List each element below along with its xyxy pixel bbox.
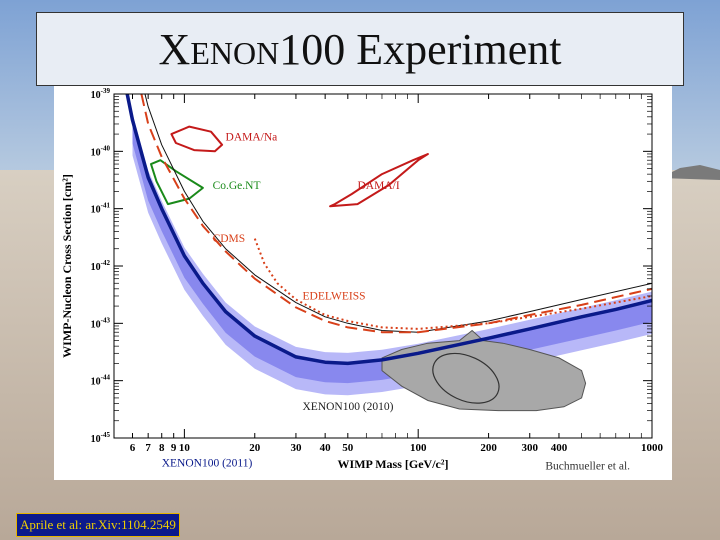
y-tick-label: 10-41 [91, 202, 111, 216]
label-buchmueller-et-al: Buchmueller et al. [545, 461, 630, 473]
label-xenon100-2010: XENON100 (2010) [302, 401, 393, 413]
x-tick-label: 8 [159, 442, 165, 454]
slide-title: XENON100 Experiment [159, 24, 562, 75]
curve-edelweiss [253, 238, 652, 330]
curve-xenon100-2010 [144, 94, 652, 333]
x-tick-label: 1000 [641, 442, 664, 454]
label-edelweiss: EDELWEISS [302, 291, 365, 303]
label-dama-na: DAMA/Na [226, 131, 278, 143]
curve-cdms [140, 94, 652, 334]
chart-panel: 10-39 10-40 10-41 10-42 10-43 10-44 10-45 6 7 8 9 1… [54, 86, 672, 480]
x-tick-label: 9 [171, 442, 177, 454]
region-dama-i [329, 153, 429, 208]
label-xenon100-2011: XENON100 (2011) [162, 457, 253, 469]
label-dama-i: DAMA/I [357, 180, 399, 192]
y-tick-label: 10-44 [91, 374, 111, 388]
x-tick-label: 7 [145, 442, 151, 454]
x-tick-label: 10 [179, 442, 191, 454]
title-box: XENON100 Experiment [36, 12, 684, 86]
label-co-ge-nt: Co.Ge.NT [213, 180, 261, 192]
x-axis-label: WIMP Mass [GeV/c²] [338, 457, 449, 471]
y-tick-label: 10-39 [91, 87, 111, 101]
x-tick-label: 400 [551, 442, 568, 454]
x-tick-label: 6 [130, 442, 136, 454]
y-tick-label: 10-40 [91, 144, 111, 158]
citation[interactable]: Aprile et al: ar.Xiv:1104.2549 [16, 513, 180, 537]
sensitivity-band-outer [132, 113, 652, 396]
x-tick-label: 200 [480, 442, 497, 454]
x-tick-label: 20 [249, 442, 261, 454]
x-tick-label: 30 [290, 442, 302, 454]
slide-title-lead: X [158, 24, 191, 74]
x-tick-label: 100 [410, 442, 427, 454]
x-tick-label: 50 [342, 442, 354, 454]
region-dama-na [170, 125, 224, 153]
x-tick-label: 40 [320, 442, 332, 454]
y-axis-label: WIMP-Nucleon Cross Section [cm²] [60, 174, 74, 358]
slide-title-small: ENON [190, 34, 280, 71]
y-tick-label: 10-43 [91, 316, 111, 330]
susy-region-contour [432, 352, 500, 404]
label-cdms: CDMS [213, 233, 246, 245]
region-co-ge-nt [150, 159, 204, 206]
y-tick-label: 10-45 [91, 431, 111, 445]
y-tick-label: 10-42 [91, 259, 111, 273]
plot-area [125, 94, 652, 412]
x-tick-label: 300 [521, 442, 538, 454]
slide-title-rest: 100 Experiment [279, 24, 562, 74]
curve-xenon100-2011 [125, 94, 652, 366]
